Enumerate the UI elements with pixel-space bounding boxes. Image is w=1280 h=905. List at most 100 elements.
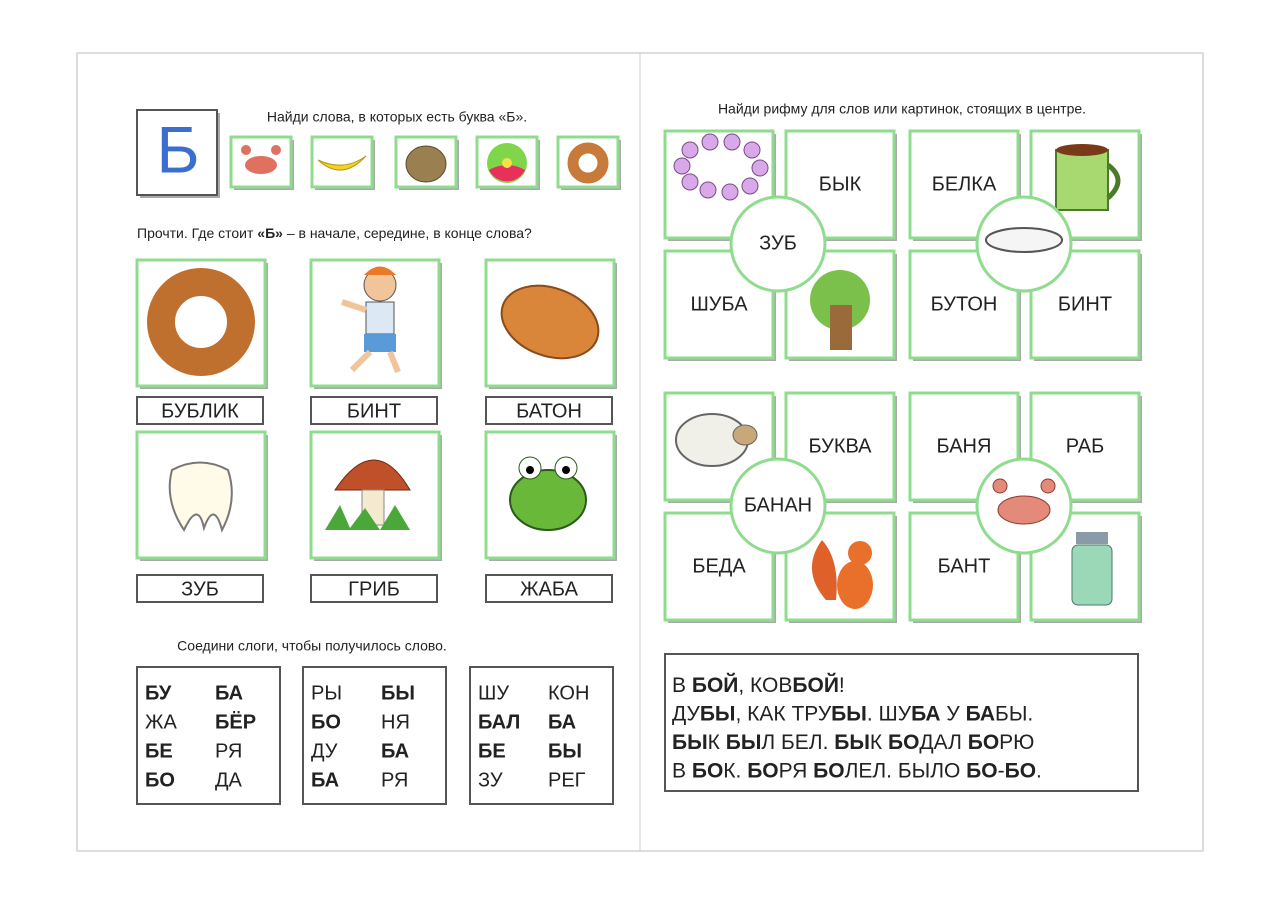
- text-segment: БЫ: [831, 702, 867, 725]
- rhyme-word: БУКВА: [808, 435, 872, 457]
- text-segment: К.: [723, 759, 747, 782]
- word-box: [485, 396, 613, 425]
- rhyme-word: БЕДА: [692, 555, 746, 577]
- text-segment: К: [708, 731, 726, 754]
- text-segment: -: [998, 759, 1005, 782]
- word: БИНТ: [347, 400, 401, 422]
- task-heading: Прочти. Где стоит «Б» – в начале, середи…: [137, 225, 532, 241]
- bread-picture: [500, 284, 600, 360]
- rhyme-word: БЕЛКА: [932, 173, 997, 195]
- syllable: БА: [548, 711, 576, 733]
- box: [229, 135, 293, 189]
- syllable: БА: [215, 682, 243, 704]
- text-segment: , КОВ: [738, 674, 792, 697]
- text-segment: БЫ: [834, 731, 870, 754]
- syllable-box: [302, 666, 447, 805]
- ball-icon: [487, 143, 527, 183]
- rhyme-word: ШУБА: [690, 293, 748, 315]
- salt-jar-picture: [1071, 532, 1113, 606]
- syllable: РЫ: [311, 682, 342, 704]
- syllable: ЖА: [145, 711, 177, 733]
- word-box: [310, 396, 438, 425]
- squirrel-picture: [811, 540, 873, 609]
- syllable: БА: [381, 740, 409, 762]
- syllable: РЯ: [215, 740, 242, 762]
- word: ЖАБА: [520, 578, 578, 600]
- text-segment: БА: [911, 702, 940, 725]
- rhyme-word: РАБ: [1066, 435, 1104, 457]
- syllable: РЕГ: [548, 769, 586, 791]
- text-segment: БО: [813, 759, 844, 782]
- syllable: БУ: [145, 682, 172, 704]
- syllable: БА: [311, 769, 339, 791]
- rhyme-word: БАНТ: [938, 555, 991, 577]
- task-heading: Найди слова, в которых есть буква «Б».: [267, 109, 527, 125]
- poem-line: В БОК. БОРЯ БОЛЕЛ. БЫЛО БО-БО.: [672, 759, 1042, 782]
- text-segment: БЫ: [700, 702, 736, 725]
- text-segment: БО: [888, 731, 919, 754]
- word-box: [310, 574, 438, 603]
- word-box: [136, 396, 264, 425]
- text-segment: В: [672, 759, 692, 782]
- poem-box: [664, 653, 1139, 792]
- poem-line: ДУБЫ, КАК ТРУБЫ. ШУБА У БАБЫ.: [672, 702, 1033, 725]
- cup-picture: [1055, 144, 1121, 211]
- text-segment: «Б»: [257, 225, 283, 241]
- text-segment: РЯ: [779, 759, 814, 782]
- texts: Б Найди слова, в которых есть буква «Б».…: [137, 101, 1112, 792]
- word: БУБЛИК: [161, 400, 239, 422]
- banana-icon: [317, 155, 367, 171]
- syllable: РЯ: [381, 769, 408, 791]
- text-segment: БЫ: [672, 731, 708, 754]
- sack-icon: [405, 145, 447, 183]
- task-heading: Соедини слоги, чтобы получилось слово.: [177, 638, 447, 654]
- poem-line: В БОЙ, КОВБОЙ!: [672, 673, 845, 697]
- text-segment: БА: [966, 702, 995, 725]
- text-segment: РЮ: [999, 731, 1034, 754]
- letter: Б: [156, 112, 199, 186]
- syllable: БЁР: [215, 710, 256, 733]
- center-pictures: [985, 227, 1063, 525]
- pictures: [147, 133, 1121, 609]
- text-segment: – в начале, середине, в конце слова?: [283, 225, 532, 241]
- syllable: БЕ: [145, 740, 173, 762]
- rhyme-word: БАНЯ: [937, 435, 992, 457]
- crab-picture: [992, 478, 1056, 525]
- box: [663, 511, 775, 622]
- syllable: ШУ: [478, 682, 509, 704]
- boy-picture: [341, 266, 401, 374]
- text-segment: У: [941, 702, 966, 725]
- sheep-picture: [675, 413, 758, 467]
- word-box: [136, 574, 264, 603]
- syllable: БО: [311, 711, 341, 733]
- word: БАТОН: [516, 400, 582, 422]
- syllable: БЫ: [548, 740, 582, 762]
- syllable: КОН: [548, 682, 589, 704]
- beads-picture: [673, 133, 769, 201]
- plate-picture: [985, 227, 1063, 253]
- syllable: ДУ: [311, 740, 338, 762]
- box: [136, 109, 218, 196]
- text-segment: !: [839, 674, 845, 697]
- text-segment: Прочти. Где стоит: [137, 225, 257, 241]
- mushroom-picture: [325, 459, 411, 530]
- word: ЗУБ: [181, 578, 219, 600]
- box: [908, 391, 1020, 502]
- center-circle: [729, 195, 827, 293]
- text-segment: ЛЕЛ. БЫЛО: [845, 759, 967, 782]
- syllable: БАЛ: [478, 711, 520, 733]
- rhyme-word: БИНТ: [1058, 293, 1112, 315]
- text-segment: БЫ.: [995, 702, 1033, 725]
- text-segment: БО: [747, 759, 778, 782]
- task-heading: Найди рифму для слов или картинок, стоящ…: [718, 101, 1086, 117]
- text-segment: БО: [1005, 759, 1036, 782]
- text-segment: К: [870, 731, 888, 754]
- syllable: БО: [145, 769, 175, 791]
- text-segment: , КАК ТРУ: [735, 702, 831, 725]
- text-segment: Л БЕЛ.: [761, 731, 834, 754]
- text-segment: БО: [966, 759, 997, 782]
- text-segment: БО: [968, 731, 999, 754]
- syllable: ЗУ: [478, 769, 503, 791]
- bagel-icon: [567, 142, 609, 184]
